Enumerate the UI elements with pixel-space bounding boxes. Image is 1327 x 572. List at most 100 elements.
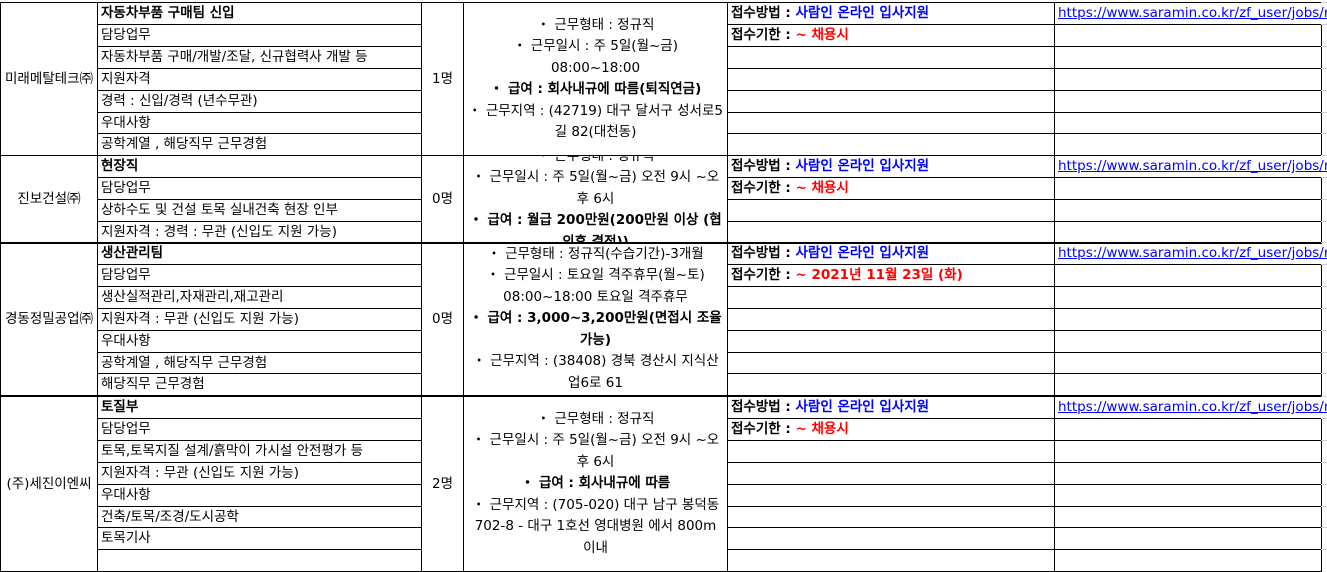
empty-cell[interactable] — [727, 506, 1055, 528]
empty-cell[interactable] — [1054, 549, 1322, 572]
empty-cell[interactable] — [1054, 199, 1322, 222]
empty-cell[interactable] — [727, 112, 1055, 134]
job-posting-link[interactable]: https://www.saramin.co.kr/zf_user/jobs/r — [1055, 242, 1327, 265]
empty-cell[interactable] — [1054, 506, 1322, 528]
apply-deadline-cell[interactable]: 접수기한 : ~ 채용시 — [727, 177, 1055, 200]
empty-cell[interactable] — [727, 68, 1055, 91]
condition-item: ・ 근무일시 : 주 5일(월~금) 오전 9시 ~오후 6시 — [471, 169, 720, 207]
job-detail-cell[interactable]: 담당업무 — [97, 418, 422, 441]
conditions-cell[interactable]: ・ 근무형태 : 정규직(수습기간)-3개월 ・ 근무일시 : 토요일 격주휴무(… — [463, 242, 728, 396]
gridline — [1321, 155, 1327, 156]
job-detail-cell[interactable]: 우대사항 — [97, 112, 422, 134]
empty-cell[interactable] — [1054, 221, 1322, 244]
conditions-cell[interactable]: ・ 근무형태 : 정규직 ・ 근무일시 : 주 5일(월~금) 오전 9시 ~오후… — [463, 155, 728, 244]
job-detail-cell[interactable]: 지원자격 : 경력 : 무관 (신입도 지원 가능) — [97, 221, 422, 244]
company-name-cell[interactable]: (주)세진이엔씨 — [0, 396, 98, 572]
gridline — [1321, 90, 1327, 91]
empty-cell[interactable] — [1054, 373, 1322, 396]
apply-deadline-cell[interactable]: 접수기한 : ~ 채용시 — [727, 418, 1055, 441]
job-detail-cell[interactable]: 담당업무 — [97, 24, 422, 47]
conditions-cell[interactable]: ・ 근무형태 : 정규직 ・ 근무일시 : 주 5일(월~금) 오전 9시 ~오후… — [463, 396, 728, 572]
empty-cell[interactable] — [727, 527, 1055, 550]
empty-cell[interactable] — [727, 221, 1055, 244]
empty-cell[interactable] — [1054, 462, 1322, 485]
headcount-cell[interactable]: 2명 — [421, 396, 464, 572]
empty-cell[interactable] — [1054, 484, 1322, 507]
headcount-cell[interactable]: 0명 — [421, 242, 464, 396]
empty-cell[interactable] — [1054, 24, 1322, 47]
apply-deadline-cell[interactable]: 접수기한 : ~ 채용시 — [727, 24, 1055, 47]
job-posting-link[interactable]: https://www.saramin.co.kr/zf_user/jobs/r — [1055, 2, 1327, 25]
empty-cell[interactable] — [727, 286, 1055, 309]
apply-method-cell[interactable]: 접수방법 : 사람인 온라인 입사지원 — [727, 242, 1055, 265]
empty-cell[interactable] — [1054, 308, 1322, 331]
company-name-cell[interactable]: 진보건설㈜ — [0, 155, 98, 244]
empty-cell[interactable] — [1054, 440, 1322, 463]
empty-cell[interactable] — [727, 440, 1055, 463]
job-detail-cell[interactable]: 건축/토목/조경/도시공학 — [97, 506, 422, 528]
empty-cell[interactable] — [1054, 112, 1322, 134]
job-title-cell[interactable]: 생산관리팀 — [97, 242, 422, 265]
empty-cell[interactable] — [727, 484, 1055, 507]
job-detail-cell[interactable]: 생산실적관리,자재관리,재고관리 — [97, 286, 422, 309]
empty-cell[interactable] — [1054, 133, 1322, 156]
company-name-cell[interactable]: 미래메탈테크㈜ — [0, 2, 98, 156]
job-detail-cell[interactable]: 자동차부품 구매/개발/조달, 신규협력사 개발 등 — [97, 46, 422, 69]
job-detail-cell[interactable]: 상하수도 및 건설 토목 실내건축 현장 인부 — [97, 199, 422, 222]
empty-cell[interactable] — [1054, 527, 1322, 550]
condition-item: ・ 급여 : 회사내규에 따름 — [520, 475, 671, 492]
apply-method-cell[interactable]: 접수방법 : 사람인 온라인 입사지원 — [727, 396, 1055, 419]
job-title-cell[interactable]: 자동차부품 구매팀 신입 — [97, 2, 422, 25]
job-detail-cell[interactable]: 토목기사 — [97, 527, 422, 550]
empty-cell[interactable] — [727, 90, 1055, 113]
job-detail-cell[interactable]: 공학계열 , 해당직무 근무경험 — [97, 352, 422, 374]
job-detail-cell[interactable] — [97, 549, 422, 572]
empty-cell[interactable] — [1054, 330, 1322, 353]
job-detail-cell[interactable]: 우대사항 — [97, 330, 422, 353]
company-name-cell[interactable]: 경동정밀공업㈜ — [0, 242, 98, 396]
job-detail-cell[interactable]: 담당업무 — [97, 177, 422, 200]
gridline — [1321, 506, 1327, 507]
empty-cell[interactable] — [727, 549, 1055, 572]
empty-cell[interactable] — [727, 462, 1055, 485]
job-posting-link[interactable]: https://www.saramin.co.kr/zf_user/jobs/r — [1055, 155, 1327, 178]
empty-cell[interactable] — [1054, 418, 1322, 441]
empty-cell[interactable] — [727, 46, 1055, 69]
empty-cell[interactable] — [1054, 177, 1322, 200]
job-detail-cell[interactable]: 공학계열 , 해당직무 근무경험 — [97, 133, 422, 156]
condition-item: ・ 근무지역 : (42719) 대구 달서구 성서로5길 82(대천동) — [468, 102, 723, 141]
apply-deadline-cell[interactable]: 접수기한 : ~ 2021년 11월 23일 (화) — [727, 264, 1055, 287]
empty-cell[interactable] — [1054, 352, 1322, 374]
job-posting-link[interactable]: https://www.saramin.co.kr/zf_user/jobs/r — [1055, 396, 1327, 419]
empty-cell[interactable] — [1054, 90, 1322, 113]
condition-item: ・ 급여 : 월급 200만원(200만원 이상 (협의후 결정)) — [469, 212, 722, 244]
empty-cell[interactable] — [727, 373, 1055, 396]
empty-cell[interactable] — [1054, 286, 1322, 309]
apply-method-cell[interactable]: 접수방법 : 사람인 온라인 입사지원 — [727, 155, 1055, 178]
job-posting-url: https://www.saramin.co.kr/zf_user/jobs/r — [1058, 5, 1327, 21]
gridline — [1321, 549, 1327, 550]
job-title-cell[interactable]: 현장직 — [97, 155, 422, 178]
headcount-cell[interactable]: 1명 — [421, 2, 464, 156]
job-detail-cell[interactable]: 지원자격 : 무관 (신입도 지원 가능) — [97, 308, 422, 331]
condition-item: ・ 근무형태 : 정규직(수습기간)-3개월 — [487, 245, 704, 262]
empty-cell[interactable] — [727, 199, 1055, 222]
empty-cell[interactable] — [727, 308, 1055, 331]
empty-cell[interactable] — [1054, 264, 1322, 287]
empty-cell[interactable] — [727, 352, 1055, 374]
job-detail-cell[interactable]: 지원자격 — [97, 68, 422, 91]
apply-method-cell[interactable]: 접수방법 : 사람인 온라인 입사지원 — [727, 2, 1055, 25]
job-detail-cell[interactable]: 담당업무 — [97, 264, 422, 287]
job-title-cell[interactable]: 토질부 — [97, 396, 422, 419]
job-detail-cell[interactable]: 지원자격 : 무관 (신입도 지원 가능) — [97, 462, 422, 485]
job-detail-cell[interactable]: 우대사항 — [97, 484, 422, 507]
job-detail-cell[interactable]: 경력 : 신입/경력 (년수무관) — [97, 90, 422, 113]
empty-cell[interactable] — [727, 330, 1055, 353]
conditions-cell[interactable]: ・ 근무형태 : 정규직 ・ 근무일시 : 주 5일(월~금) 08:00~18:… — [463, 2, 728, 156]
job-detail-cell[interactable]: 토목,토목지질 설계/흙막이 가시설 안전평가 등 — [97, 440, 422, 463]
headcount-cell[interactable]: 0명 — [421, 155, 464, 244]
empty-cell[interactable] — [727, 133, 1055, 156]
empty-cell[interactable] — [1054, 46, 1322, 69]
empty-cell[interactable] — [1054, 68, 1322, 91]
job-detail-cell[interactable]: 해당직무 근무경험 — [97, 373, 422, 396]
